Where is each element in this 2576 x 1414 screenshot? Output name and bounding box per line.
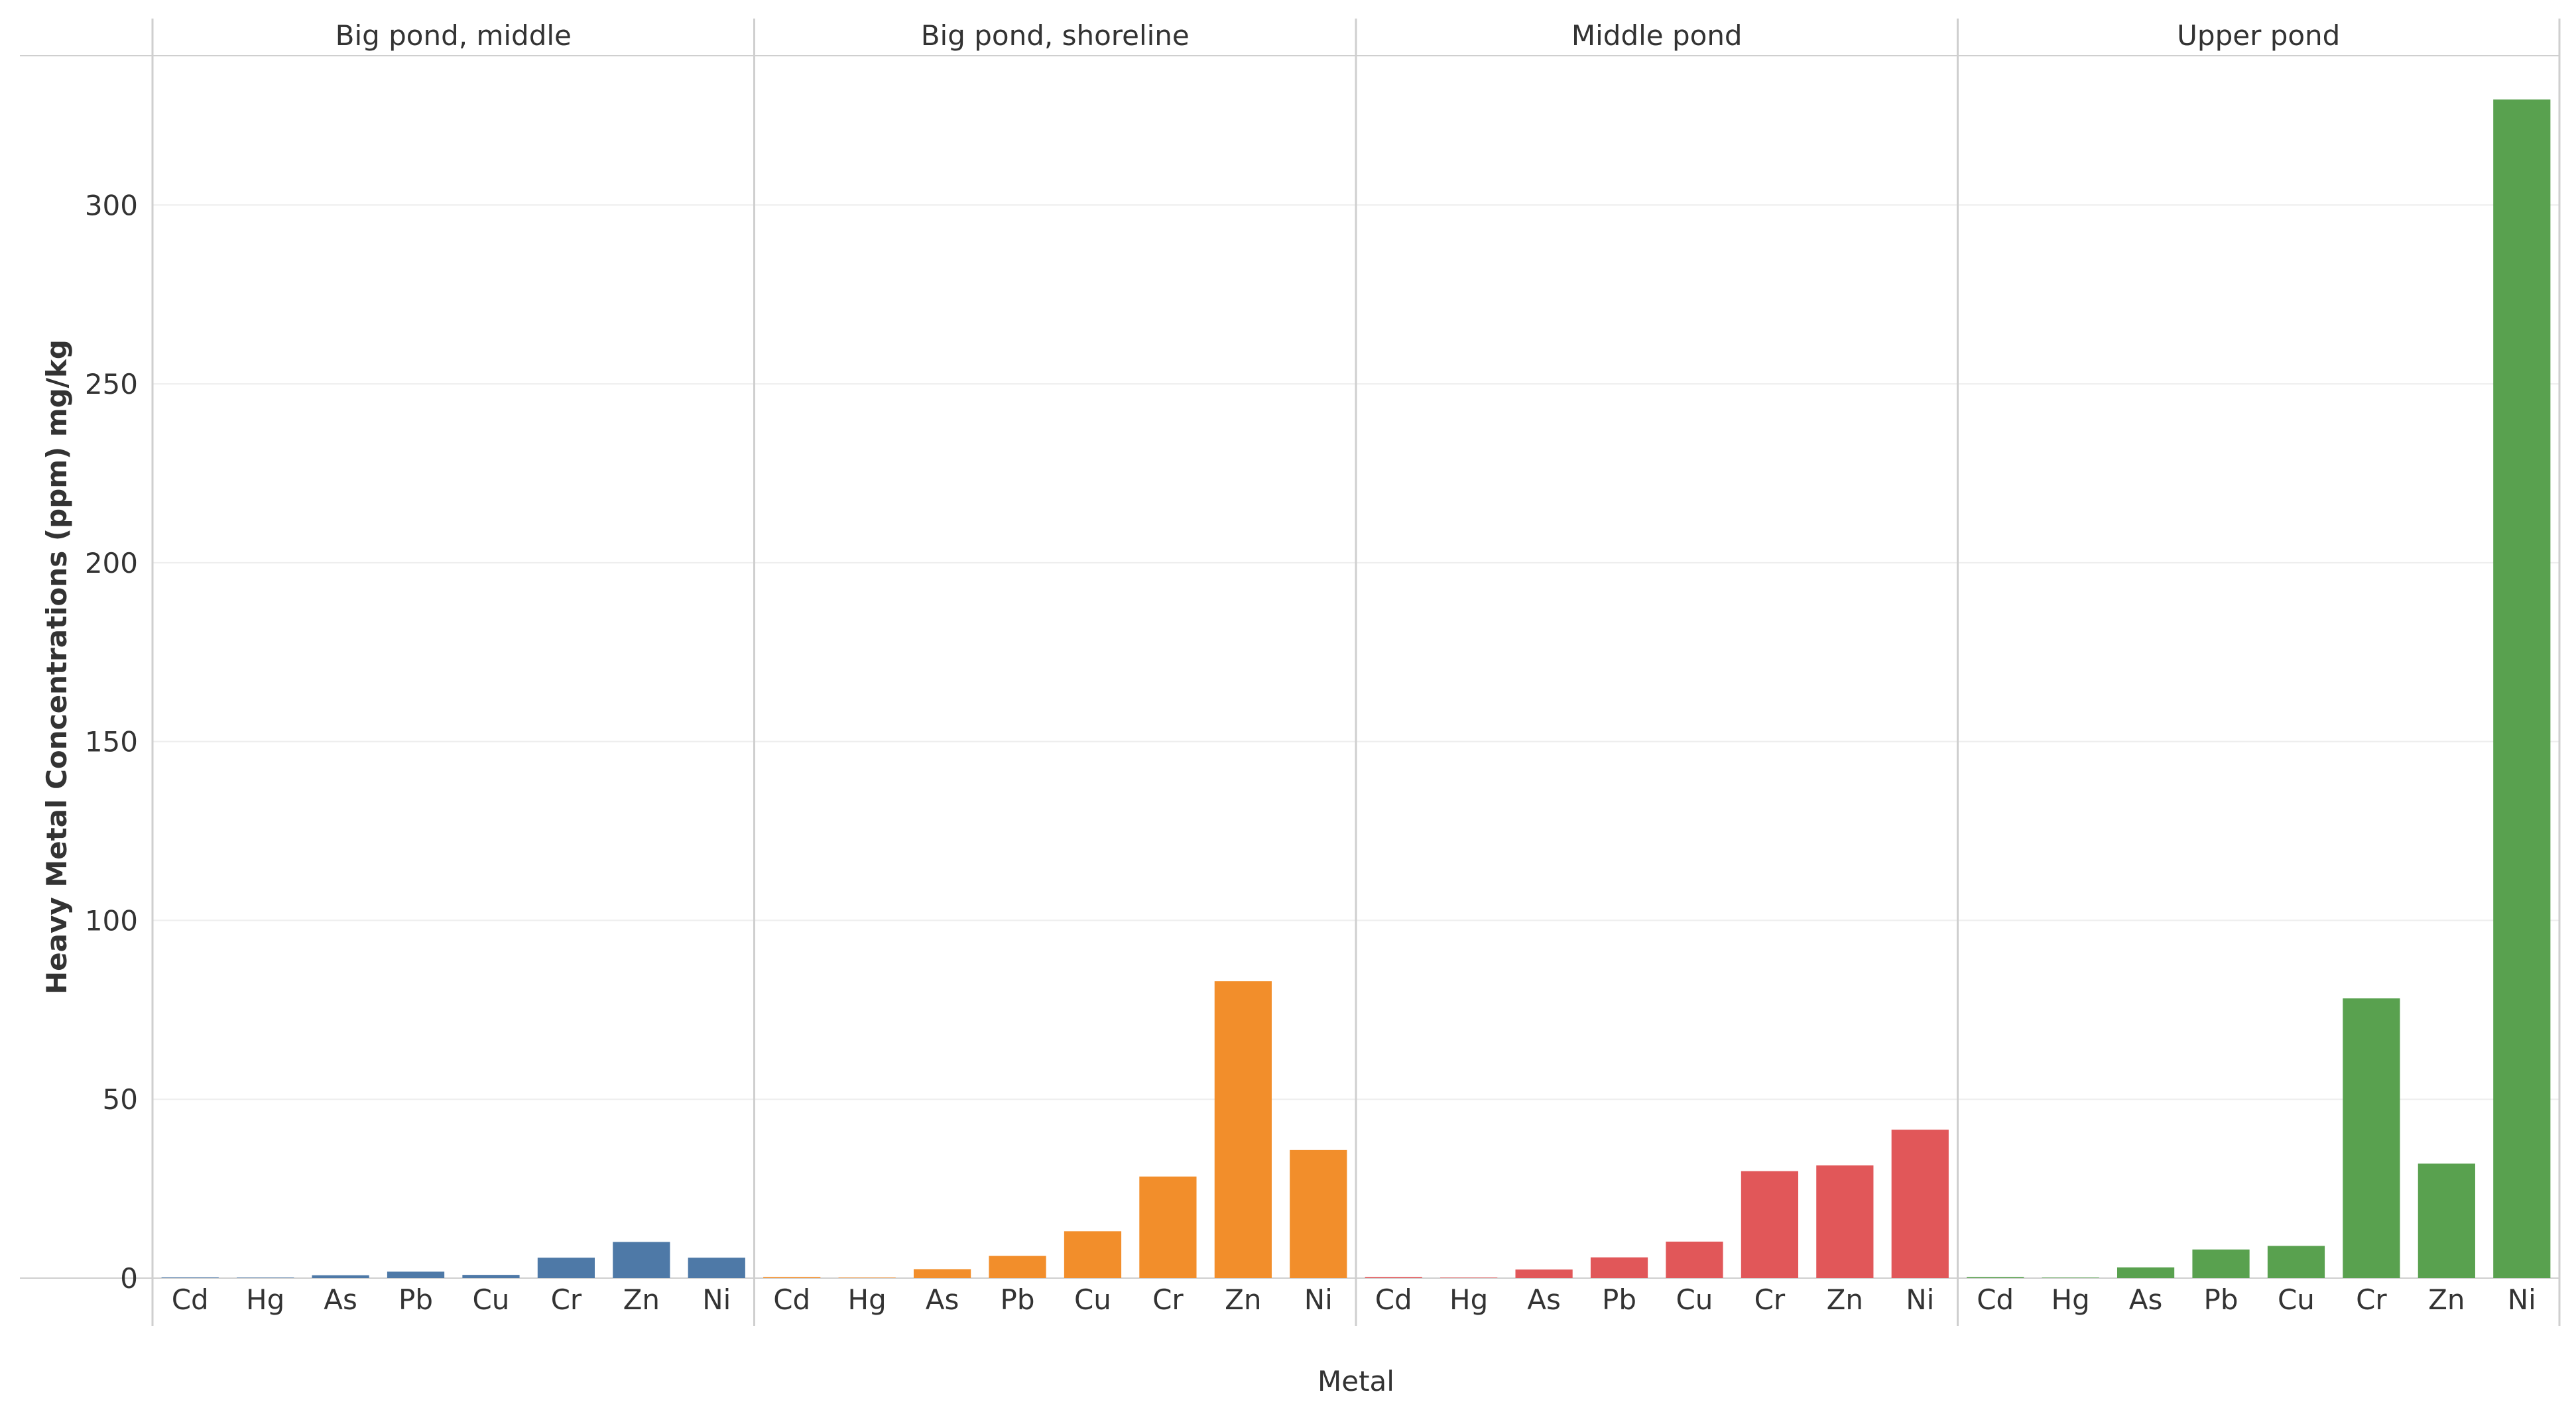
x-axis-title: Metal [1318,1365,1394,1397]
x-tick-label: Ni [2508,1283,2536,1316]
x-tick-label: Cr [1152,1283,1184,1316]
x-tick-label: Cd [773,1283,810,1316]
y-tick-label: 50 [103,1083,138,1116]
bar-ni [1290,1149,1347,1278]
bar-cr [1139,1176,1197,1278]
bar-pb [387,1271,445,1278]
x-tick-label: Pb [399,1283,433,1316]
bar-ni [1891,1130,1949,1278]
x-tick-label: Cd [172,1283,209,1316]
bar-ni [2493,99,2551,1278]
bar-hg [838,1277,896,1278]
x-tick-label: Hg [1449,1283,1488,1316]
bar-zn [2418,1163,2475,1278]
x-tick-label: Cr [1754,1283,1786,1316]
bars [161,99,2551,1278]
x-tick-label: As [1527,1283,1561,1316]
bar-as [312,1275,369,1278]
bar-cu [462,1275,520,1278]
bar-cd [1365,1277,1422,1278]
bar-cu [2267,1246,2325,1278]
x-tick-label: Cr [2356,1283,2387,1316]
x-tick-label: Cd [1375,1283,1412,1316]
x-tick-label: Cu [1676,1283,1713,1316]
bar-zn [1816,1165,1874,1278]
bar-cr [1741,1171,1799,1278]
y-tick-label: 100 [85,904,138,937]
panel-title: Upper pond [2177,19,2340,52]
x-tick-label: Hg [246,1283,284,1316]
y-tick-label: 0 [120,1262,138,1295]
panel-title: Big pond, shoreline [921,19,1190,52]
x-tick-label: Zn [1225,1283,1261,1316]
x-tick-label: Pb [1001,1283,1035,1316]
x-tick-label: As [2129,1283,2163,1316]
x-tick-label: Ni [1906,1283,1934,1316]
x-tick-label: Cd [1977,1283,2014,1316]
bar-ni [688,1258,745,1278]
x-tick-label: Zn [1827,1283,1863,1316]
x-tick-label: As [926,1283,959,1316]
bar-hg [1440,1277,1498,1278]
y-tick-label: 150 [85,726,138,758]
y-tick-label: 300 [85,189,138,221]
panel-title: Big pond, middle [336,19,572,52]
x-tick-label: Cr [551,1283,582,1316]
y-axis-title: Heavy Metal Concentrations (ppm) mg/kg [40,339,73,994]
x-tick-label: Pb [2204,1283,2239,1316]
x-tick-label: Zn [2428,1283,2465,1316]
bar-cu [1064,1231,1122,1278]
bar-pb [2192,1249,2250,1278]
x-tick-label: Pb [1602,1283,1636,1316]
x-tick-label: Ni [702,1283,731,1316]
bar-cd [763,1277,821,1278]
bar-cd [1967,1277,2024,1278]
bar-cu [1666,1241,1723,1278]
x-tick-label: Cu [1074,1283,1111,1316]
bar-as [1515,1269,1573,1278]
panel-title: Middle pond [1571,19,1743,52]
bar-hg [2042,1277,2099,1278]
bar-as [913,1269,971,1278]
x-tick-label: Hg [2052,1283,2090,1316]
bar-hg [237,1277,294,1278]
x-tick-label: Hg [848,1283,887,1316]
labels: 0 50 100 150 200 250 300 Big pond, middle Cd Hg As… [85,19,2536,1316]
bar-pb [989,1256,1046,1278]
bar-pb [1590,1257,1648,1278]
x-tick-label: Cu [2278,1283,2315,1316]
bar-zn [613,1242,670,1278]
bar-as [2116,1267,2175,1278]
bar-cr [537,1258,595,1278]
bar-cd [161,1277,219,1278]
x-tick-label: Zn [623,1283,660,1316]
panel-frames [20,19,2561,1326]
bar-cr [2343,998,2400,1278]
bar-zn [1214,981,1272,1278]
y-tick-label: 250 [85,368,138,400]
x-tick-label: Ni [1304,1283,1333,1316]
y-tick-label: 200 [85,547,138,579]
x-tick-label: As [324,1283,357,1316]
x-tick-label: Cu [472,1283,509,1316]
